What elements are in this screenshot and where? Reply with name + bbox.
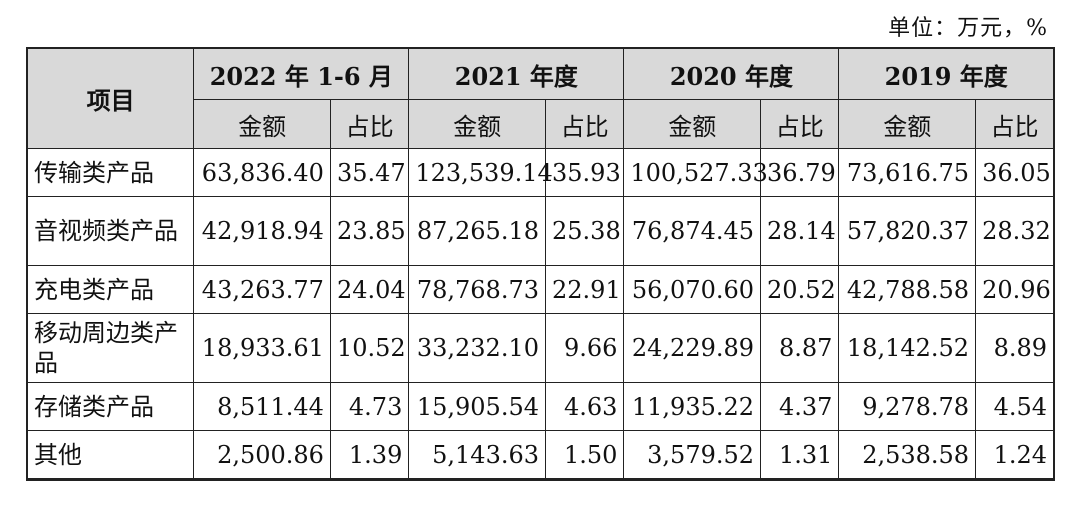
header-ratio: 占比 xyxy=(760,99,840,149)
cell-amount: 56,070.60 xyxy=(623,265,762,314)
cell-amount: 24,229.89 xyxy=(623,313,762,383)
table-row: 其他 2,500.86 1.39 5,143.63 1.50 3,579.52 … xyxy=(26,430,1055,481)
cell-amount: 123,539.14 xyxy=(408,148,553,197)
cell-amount: 57,820.37 xyxy=(838,196,977,266)
header-period: 2019 年度 xyxy=(838,47,1055,100)
cell-ratio: 4.63 xyxy=(544,382,625,431)
cell-ratio: 35.47 xyxy=(329,148,410,197)
unit-label: 单位：万元，% xyxy=(888,16,1048,41)
cell-amount: 2,500.86 xyxy=(193,430,331,481)
cell-amount: 8,511.44 xyxy=(193,382,331,431)
cell-ratio: 1.50 xyxy=(544,430,625,481)
cell-amount: 9,278.78 xyxy=(838,382,977,431)
cell-ratio: 4.73 xyxy=(329,382,410,431)
cell-ratio: 1.31 xyxy=(760,430,840,481)
cell-ratio: 22.91 xyxy=(544,265,625,314)
header-amount: 金额 xyxy=(623,99,762,149)
row-label: 传输类产品 xyxy=(26,148,195,197)
table-row: 传输类产品 63,836.40 35.47 123,539.14 35.93 1… xyxy=(26,148,1055,197)
cell-amount: 15,905.54 xyxy=(408,382,546,431)
cell-ratio: 24.04 xyxy=(329,265,410,314)
cell-amount: 73,616.75 xyxy=(838,148,977,197)
cell-amount: 78,768.73 xyxy=(408,265,546,314)
cell-ratio: 28.32 xyxy=(975,196,1055,266)
cell-ratio: 4.54 xyxy=(975,382,1055,431)
header-ratio: 占比 xyxy=(975,99,1055,149)
header-period: 2021 年度 xyxy=(408,47,625,100)
cell-ratio: 36.79 xyxy=(760,148,840,197)
cell-ratio: 1.24 xyxy=(975,430,1055,481)
header-ratio: 占比 xyxy=(329,99,410,149)
cell-ratio: 4.37 xyxy=(760,382,840,431)
header-amount: 金额 xyxy=(838,99,977,149)
cell-amount: 2,538.58 xyxy=(838,430,977,481)
cell-ratio: 23.85 xyxy=(329,196,410,266)
header-amount: 金额 xyxy=(408,99,546,149)
table-row: 音视频类产品 42,918.94 23.85 87,265.18 25.38 7… xyxy=(26,196,1055,266)
table-row: 存储类产品 8,511.44 4.73 15,905.54 4.63 11,93… xyxy=(26,382,1055,431)
row-label: 充电类产品 xyxy=(26,265,195,314)
cell-ratio: 1.39 xyxy=(329,430,410,481)
cell-amount: 18,142.52 xyxy=(838,313,977,383)
cell-amount: 42,788.58 xyxy=(838,265,977,314)
row-label: 其他 xyxy=(26,430,195,481)
product-revenue-table: 项目 2022 年 1-6 月 2021 年度 2020 年度 2019 年度 … xyxy=(26,47,1055,481)
row-label: 音视频类产品 xyxy=(26,196,195,266)
cell-ratio: 20.52 xyxy=(760,265,840,314)
cell-amount: 3,579.52 xyxy=(623,430,762,481)
header-item: 项目 xyxy=(26,47,195,149)
cell-ratio: 36.05 xyxy=(975,148,1055,197)
cell-amount: 42,918.94 xyxy=(193,196,331,266)
table-row: 充电类产品 43,263.77 24.04 78,768.73 22.91 56… xyxy=(26,265,1055,314)
cell-ratio: 9.66 xyxy=(544,313,625,383)
cell-amount: 87,265.18 xyxy=(408,196,546,266)
cell-ratio: 25.38 xyxy=(544,196,625,266)
cell-amount: 33,232.10 xyxy=(408,313,546,383)
table-row: 移动周边类产品 18,933.61 10.52 33,232.10 9.66 2… xyxy=(26,313,1055,383)
row-label: 移动周边类产品 xyxy=(26,313,195,383)
cell-amount: 63,836.40 xyxy=(193,148,331,197)
cell-amount: 43,263.77 xyxy=(193,265,331,314)
cell-ratio: 10.52 xyxy=(329,313,410,383)
cell-ratio: 8.89 xyxy=(975,313,1055,383)
cell-ratio: 28.14 xyxy=(760,196,840,266)
cell-amount: 18,933.61 xyxy=(193,313,331,383)
cell-amount: 76,874.45 xyxy=(623,196,762,266)
header-amount: 金额 xyxy=(193,99,331,149)
header-period: 2020 年度 xyxy=(623,47,840,100)
header-ratio: 占比 xyxy=(544,99,625,149)
row-label: 存储类产品 xyxy=(26,382,195,431)
cell-amount: 11,935.22 xyxy=(623,382,762,431)
cell-ratio: 8.87 xyxy=(760,313,840,383)
cell-ratio: 20.96 xyxy=(975,265,1055,314)
cell-amount: 100,527.33 xyxy=(623,148,768,197)
header-period: 2022 年 1-6 月 xyxy=(193,47,410,100)
cell-ratio: 35.93 xyxy=(544,148,625,197)
cell-amount: 5,143.63 xyxy=(408,430,546,481)
